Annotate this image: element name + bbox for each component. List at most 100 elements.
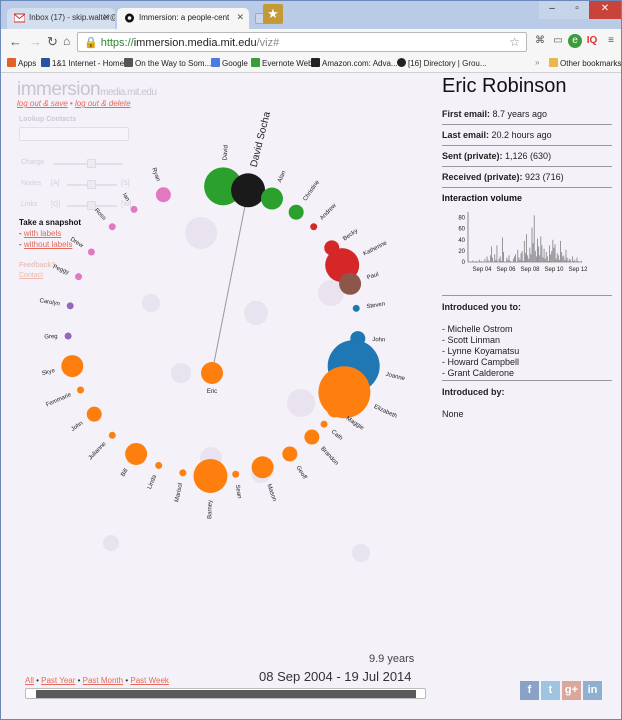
contact-node[interactable] (327, 402, 343, 418)
volume-bar (514, 256, 515, 262)
volume-bar (549, 245, 550, 262)
list-item[interactable]: - Michelle Ostrom (442, 324, 513, 334)
snapshot-with-labels-link[interactable]: with labels (23, 229, 62, 238)
contact-node-label: Linda (147, 474, 158, 490)
contact-node[interactable] (318, 366, 371, 419)
forward-icon[interactable]: → (29, 34, 42, 49)
timeline-slider[interactable] (25, 688, 426, 699)
extension-puzzle-icon[interactable]: ⌘ (535, 35, 545, 46)
bookmark-amazon[interactable]: Amazon.com: Adva... (311, 58, 398, 68)
filter-past-year-link[interactable]: Past Year (41, 676, 76, 685)
volume-bar (548, 260, 549, 262)
list-item[interactable]: - Lynne Koyamatsu (442, 346, 520, 356)
timeline-selected-range[interactable] (36, 690, 416, 698)
contact-node[interactable] (352, 304, 360, 312)
linkedin-share-icon[interactable]: in (583, 681, 602, 700)
volume-bar (508, 255, 510, 262)
volume-bar (546, 256, 548, 262)
volume-bar (503, 252, 504, 262)
bookmark-apps[interactable]: Apps (7, 58, 36, 68)
menu-icon[interactable]: ≡ (608, 35, 614, 46)
contact-node[interactable] (64, 332, 72, 340)
received-stat: Received (private): 923 (716) (442, 172, 612, 188)
back-icon[interactable]: ← (9, 34, 22, 49)
maximize-button[interactable]: ▫ (565, 1, 589, 19)
minimize-button[interactable]: – (539, 1, 565, 19)
contact-node[interactable] (231, 173, 266, 208)
close-tab-icon[interactable]: ✕ (236, 12, 244, 22)
evernote-extension-icon[interactable]: e (568, 34, 582, 48)
contact-link[interactable]: Contact (19, 272, 44, 279)
filter-all-link[interactable]: All (25, 676, 34, 685)
tab-gmail[interactable]: Inbox (17) - skip.walter@ ✕ (7, 8, 115, 29)
tab-gmail-label: Inbox (17) - skip.walter@ (29, 13, 115, 22)
close-tab-icon[interactable]: ✕ (102, 12, 110, 22)
contact-node[interactable] (108, 431, 116, 439)
contact-node[interactable] (339, 272, 362, 295)
contact-node[interactable] (282, 446, 298, 462)
volume-bar (562, 256, 564, 262)
filter-past-week-link[interactable]: Past Week (130, 676, 169, 685)
google-plus-share-icon[interactable]: g+ (562, 681, 581, 700)
address-bar[interactable]: 🔒 https://immersion.media.mit.edu/viz# ☆ (77, 32, 527, 52)
contact-node[interactable] (155, 461, 163, 469)
contact-node[interactable] (260, 187, 283, 210)
cast-icon[interactable]: ▭ (553, 35, 563, 46)
list-item[interactable]: - Howard Campbell (442, 357, 520, 367)
twitter-share-icon[interactable]: t (541, 681, 560, 700)
contact-node[interactable] (304, 429, 320, 445)
filter-past-month-link[interactable]: Past Month (82, 676, 124, 685)
contact-node[interactable] (61, 355, 84, 378)
contact-node[interactable] (77, 386, 85, 394)
contact-node[interactable] (179, 469, 187, 477)
bookmark-on-the-way[interactable]: On the Way to Som... (124, 58, 211, 68)
bookmark-star-icon[interactable]: ☆ (509, 35, 520, 49)
bookmark-directory[interactable]: [16] Directory | Grou... (397, 58, 487, 68)
profile-star-icon[interactable]: ★ (263, 4, 283, 24)
bookmark-evernote[interactable]: Evernote Web (251, 58, 313, 68)
reload-icon[interactable]: ↻ (47, 34, 58, 49)
close-window-button[interactable]: ✕ (589, 1, 621, 19)
bookmark-google[interactable]: Google (211, 58, 248, 68)
lookup-contacts-input[interactable] (19, 127, 129, 141)
volume-bar (528, 258, 530, 262)
other-bookmarks[interactable]: Other bookmarks (549, 58, 621, 68)
lock-icon: 🔒 (84, 37, 98, 49)
contact-node[interactable] (75, 273, 83, 281)
contact-node[interactable] (130, 205, 138, 213)
contact-node[interactable] (320, 420, 328, 428)
nodes-slider-handle[interactable] (87, 180, 96, 189)
volume-bar (556, 253, 558, 262)
home-icon[interactable]: ⌂ (63, 34, 71, 48)
selected-contact-label: Eric (207, 389, 217, 395)
contact-node[interactable] (155, 187, 171, 203)
contact-node[interactable] (251, 456, 274, 479)
tab-immersion[interactable]: Immersion: a people-cent ✕ (117, 8, 249, 29)
snapshot-without-labels-link[interactable]: without labels (23, 240, 73, 249)
iq-extension-icon[interactable]: IQ (586, 35, 598, 46)
bookmark-1and1[interactable]: 1&1 Internet - Home (41, 58, 124, 68)
contact-node[interactable] (86, 406, 102, 422)
charge-slider-handle[interactable] (87, 159, 96, 168)
contact-node[interactable] (310, 223, 318, 231)
contact-node[interactable] (66, 302, 74, 310)
contact-node[interactable] (125, 442, 148, 465)
logout-delete-link[interactable]: log out & delete (74, 99, 131, 108)
list-item[interactable]: - Grant Calderone (442, 368, 515, 378)
sent-stat: Sent (private): 1,126 (630) (442, 151, 612, 167)
list-item[interactable]: - Scott Linman (442, 335, 501, 345)
folder-icon (549, 58, 558, 67)
contact-node[interactable] (288, 204, 304, 220)
bookmarks-overflow-icon[interactable]: » (535, 58, 540, 67)
site-icon (124, 58, 133, 67)
links-slider-handle[interactable] (87, 201, 96, 210)
facebook-share-icon[interactable]: f (520, 681, 539, 700)
contact-node[interactable] (87, 248, 95, 256)
x-tick-label: Sep 12 (568, 267, 588, 273)
contact-node[interactable] (193, 458, 228, 493)
contact-node[interactable] (108, 223, 116, 231)
selected-contact-node[interactable] (201, 362, 223, 384)
contact-node[interactable] (232, 470, 240, 478)
logout-save-link[interactable]: log out & save (17, 99, 68, 108)
